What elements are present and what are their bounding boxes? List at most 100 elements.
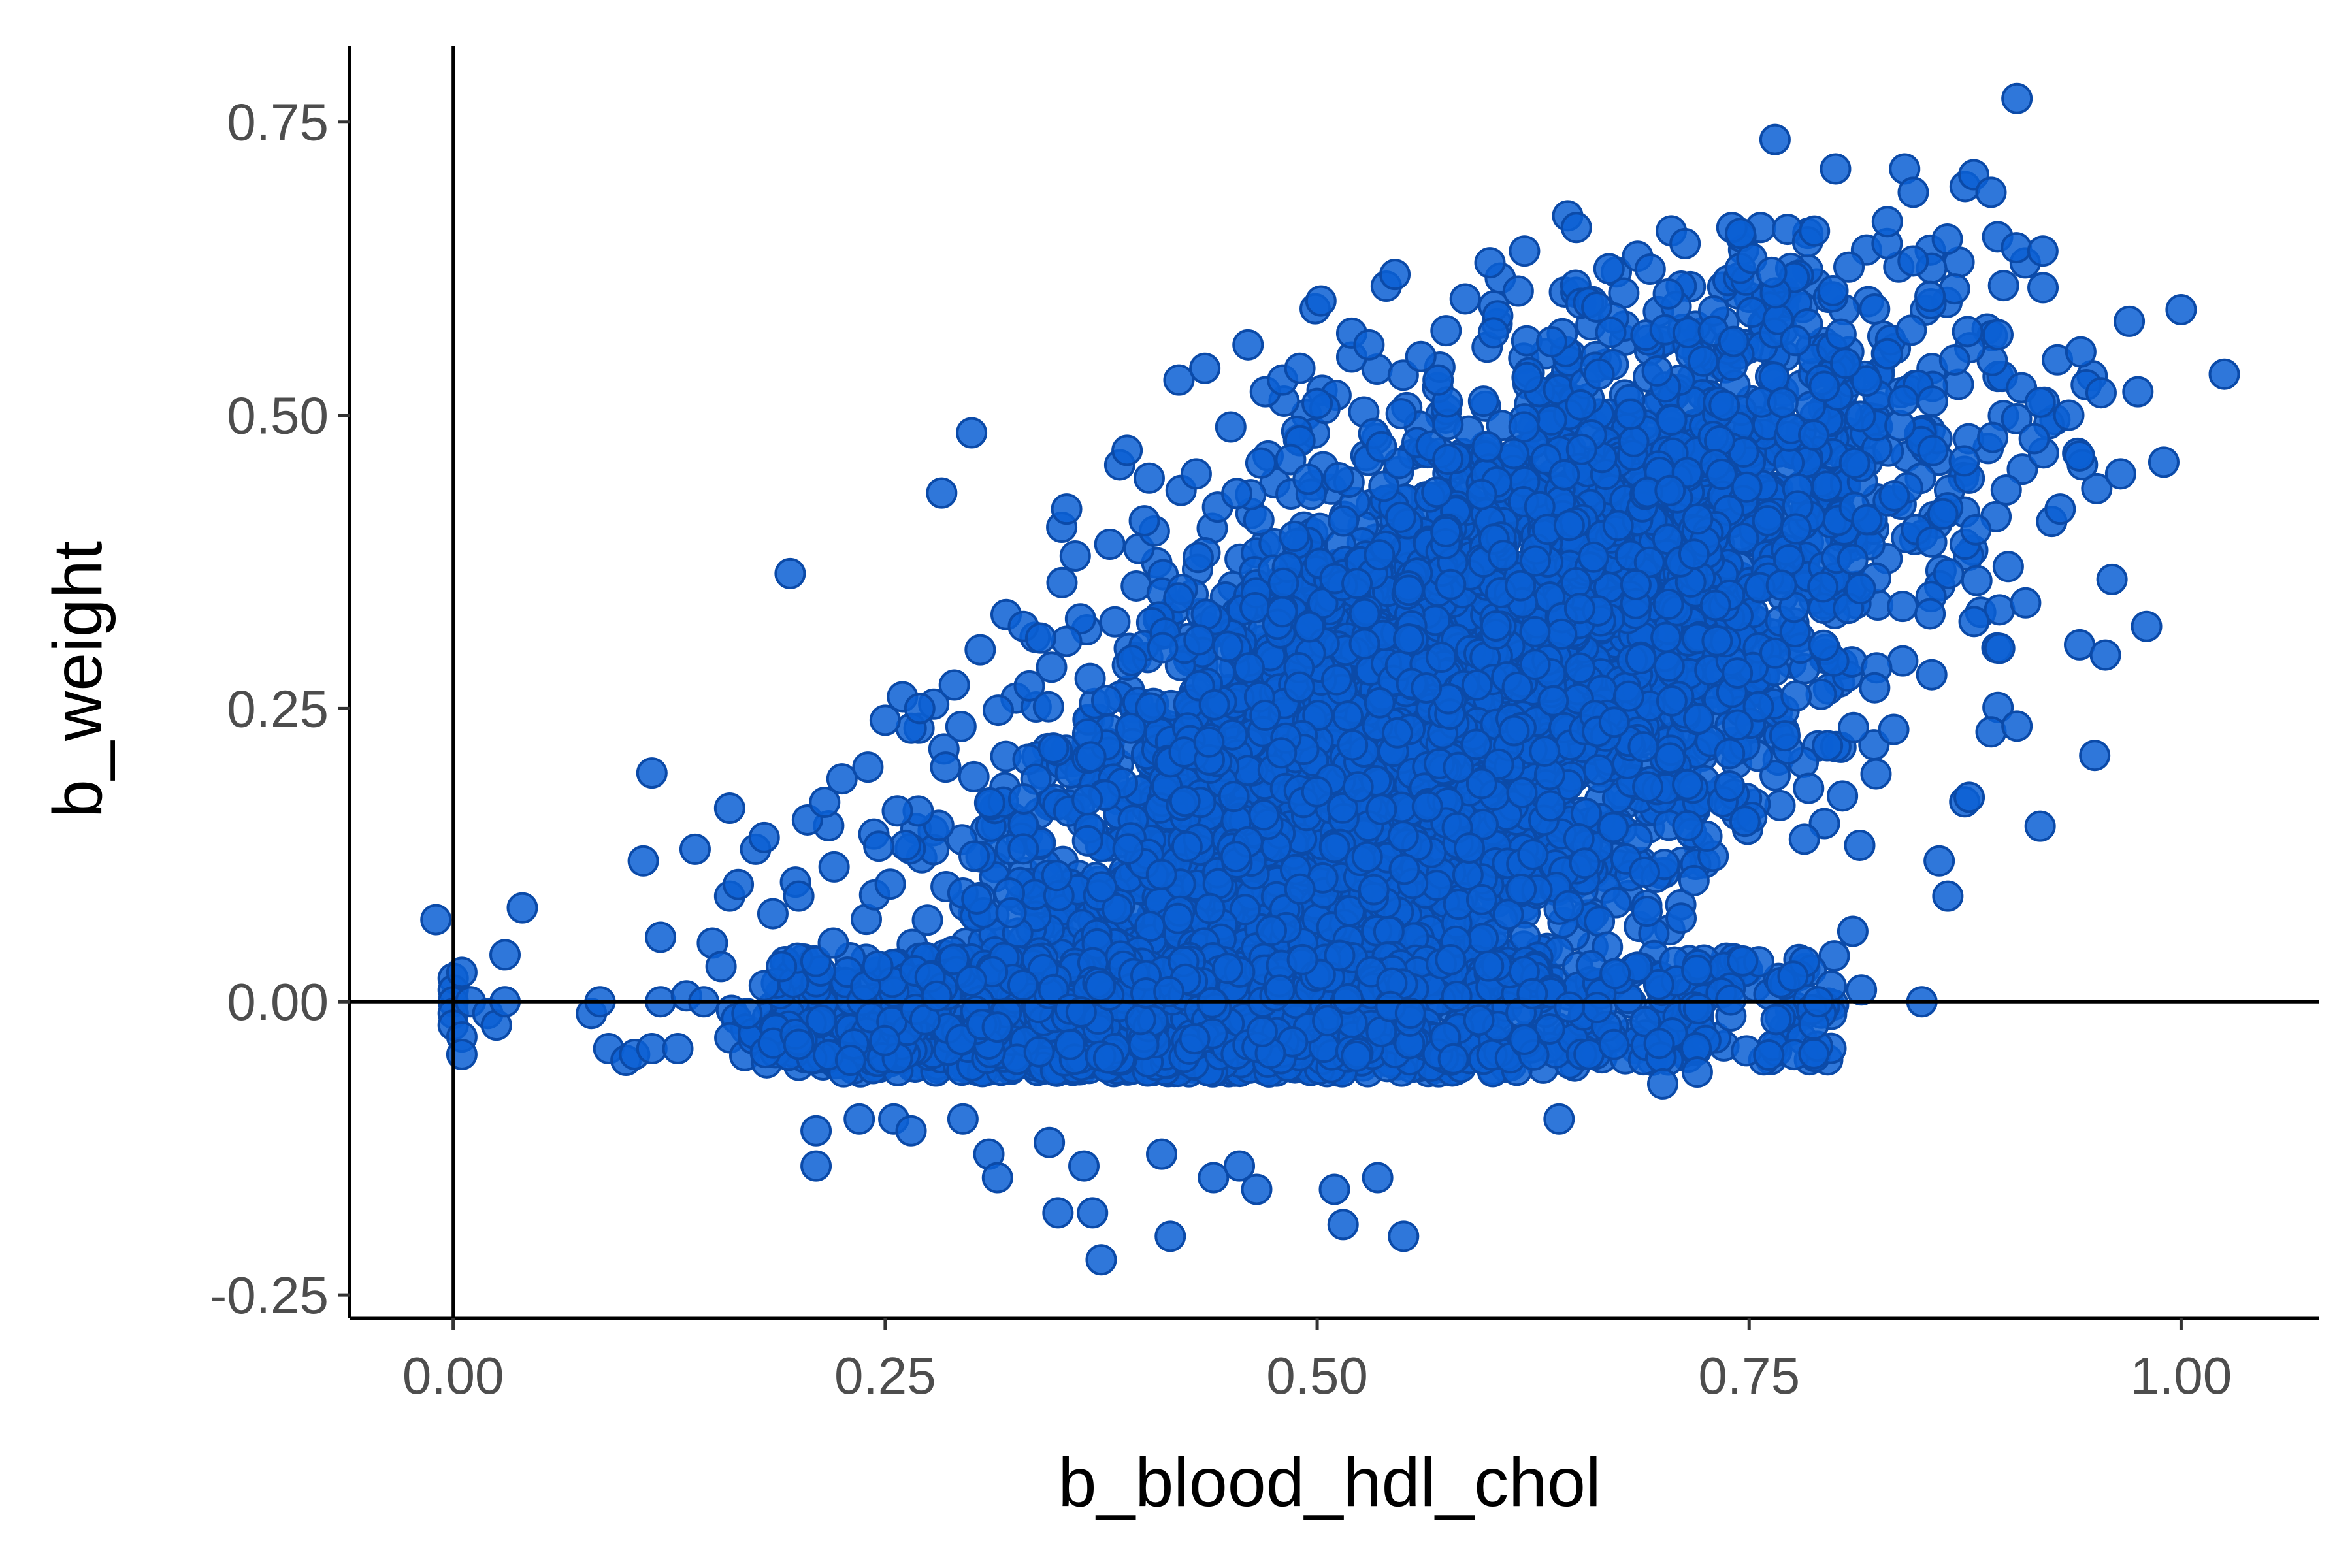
- data-point: [1948, 445, 1980, 477]
- data-point: [2089, 639, 2121, 671]
- data-point: [1859, 672, 1891, 704]
- data-point: [1916, 526, 1948, 558]
- data-point: [1471, 431, 1503, 463]
- data-point: [1498, 438, 1530, 470]
- data-point: [1593, 253, 1625, 285]
- data-point: [1364, 539, 1396, 571]
- data-point: [1714, 770, 1746, 802]
- data-point: [1443, 751, 1475, 783]
- data-point: [1320, 664, 1352, 696]
- data-point: [1838, 447, 1870, 479]
- data-point: [1602, 510, 1634, 542]
- data-point: [1162, 902, 1194, 934]
- data-point: [1788, 823, 1820, 855]
- data-point: [1365, 431, 1397, 463]
- data-point: [1722, 657, 1754, 689]
- data-point: [1807, 571, 1839, 603]
- data-point: [874, 868, 906, 900]
- data-point: [1887, 591, 1919, 623]
- data-point: [881, 795, 913, 827]
- data-point: [2063, 440, 2095, 472]
- data-point: [1844, 573, 1876, 605]
- data-point: [958, 760, 990, 792]
- data-point: [2006, 453, 2038, 485]
- data-point: [2064, 629, 2096, 661]
- data-point: [1248, 799, 1280, 831]
- data-point: [1952, 316, 1984, 348]
- data-point: [863, 830, 895, 862]
- data-point: [1583, 358, 1615, 390]
- data-point: [2027, 272, 2059, 304]
- data-point: [1982, 319, 2014, 351]
- data-point: [1793, 772, 1825, 804]
- data-point: [1467, 923, 1499, 955]
- data-point: [1767, 387, 1799, 419]
- data-point: [1488, 540, 1520, 572]
- data-point: [818, 851, 850, 883]
- data-point: [1332, 700, 1364, 732]
- data-point: [1914, 598, 1946, 630]
- data-point: [1120, 570, 1152, 602]
- data-point: [1678, 864, 1710, 896]
- data-point: [1198, 689, 1230, 721]
- data-point: [1844, 829, 1876, 861]
- data-point: [1641, 355, 1673, 387]
- data-point: [1292, 463, 1324, 495]
- data-point: [1169, 785, 1201, 817]
- data-point: [1780, 513, 1812, 545]
- data-point: [1552, 890, 1584, 922]
- data-point: [1652, 278, 1684, 310]
- data-point: [1672, 809, 1704, 841]
- data-point: [1032, 691, 1064, 723]
- data-point: [1990, 474, 2022, 506]
- data-point: [1597, 811, 1629, 843]
- data-point: [1480, 610, 1512, 642]
- data-point: [1421, 476, 1453, 508]
- data-point: [1328, 505, 1360, 537]
- data-point: [2024, 810, 2056, 842]
- data-point: [1827, 780, 1859, 812]
- data-point: [1953, 781, 1985, 813]
- data-point: [2085, 377, 2117, 409]
- data-point: [1665, 902, 1697, 934]
- data-point: [1992, 551, 2024, 583]
- data-point: [1897, 245, 1929, 277]
- data-point: [1887, 385, 1919, 417]
- data-point: [1780, 680, 1812, 712]
- data-point: [1759, 637, 1791, 669]
- data-point: [1859, 293, 1891, 325]
- data-point: [995, 897, 1027, 929]
- data-point: [1348, 598, 1380, 630]
- data-point: [1535, 404, 1567, 436]
- data-point: [1878, 713, 1910, 745]
- data-point: [1650, 621, 1682, 653]
- data-point: [911, 904, 943, 936]
- data-point: [1916, 659, 1948, 691]
- data-point: [1938, 344, 1970, 376]
- data-point: [1629, 856, 1661, 888]
- data-point: [1218, 781, 1250, 813]
- data-point: [1708, 389, 1740, 421]
- data-point: [1683, 702, 1715, 734]
- data-point: [1517, 838, 1549, 870]
- data-point: [1625, 642, 1657, 674]
- data-point: [1511, 361, 1543, 393]
- data-point: [1837, 711, 1869, 743]
- data-point: [1759, 759, 1791, 791]
- data-point: [1364, 687, 1396, 719]
- data-point: [2065, 336, 2097, 368]
- data-point: [1385, 398, 1417, 430]
- data-point: [1678, 538, 1710, 570]
- data-point: [1529, 735, 1561, 767]
- data-point: [1669, 227, 1701, 259]
- data-point: [1808, 629, 1840, 661]
- data-point: [1652, 588, 1684, 620]
- data-point: [1564, 652, 1596, 684]
- data-point: [1687, 345, 1719, 377]
- data-point: [1917, 434, 1949, 466]
- data-point: [1595, 316, 1627, 348]
- data-point: [1799, 215, 1831, 247]
- data-point: [1627, 731, 1659, 763]
- data-point: [1961, 564, 1993, 596]
